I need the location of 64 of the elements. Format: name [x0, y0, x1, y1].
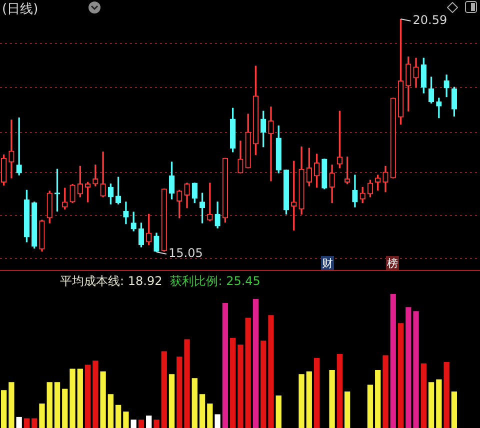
bar — [252, 299, 259, 428]
bar — [382, 355, 388, 428]
bar — [154, 420, 160, 428]
bar — [451, 391, 458, 428]
text: 榜 — [386, 256, 399, 271]
bar — [398, 323, 404, 428]
bar — [0, 390, 7, 428]
bar — [298, 374, 304, 428]
bar — [46, 382, 52, 428]
bar — [77, 368, 83, 428]
bar — [100, 371, 106, 428]
text: 财 — [321, 256, 334, 271]
bar — [32, 418, 38, 428]
bar — [413, 311, 419, 428]
bar — [54, 382, 60, 428]
text: 获利比例: 25.45 — [170, 273, 260, 290]
bar — [207, 404, 213, 428]
bar — [130, 420, 136, 428]
bar — [390, 294, 396, 428]
bar — [8, 382, 14, 428]
bar — [276, 396, 282, 428]
chart-title: (日线) — [2, 1, 38, 18]
bar — [314, 358, 320, 428]
bar — [306, 371, 312, 428]
candlestick — [268, 106, 274, 182]
bar — [344, 391, 350, 428]
bar — [375, 370, 381, 428]
bar — [84, 364, 91, 428]
bar — [336, 354, 343, 428]
bar — [39, 404, 45, 428]
bar — [238, 344, 244, 428]
bar — [123, 412, 129, 428]
bar — [420, 363, 426, 428]
bar — [16, 416, 22, 428]
candlestick — [8, 120, 14, 178]
bar — [428, 382, 434, 428]
bar — [199, 394, 206, 428]
bar — [70, 368, 76, 428]
bar — [92, 360, 98, 428]
bar — [367, 384, 374, 428]
bar — [168, 374, 175, 428]
bar — [214, 414, 220, 428]
annotation: 20.59 — [412, 13, 448, 28]
bar — [222, 303, 228, 428]
bar — [260, 340, 266, 428]
bar — [406, 307, 412, 428]
bar — [230, 338, 236, 428]
bar — [436, 379, 442, 428]
bar — [24, 418, 30, 428]
bar — [245, 318, 251, 428]
bar — [161, 351, 167, 428]
bar — [192, 378, 198, 428]
annotation: 15.05 — [168, 246, 203, 260]
bar — [115, 404, 122, 428]
bar — [268, 315, 274, 428]
bar — [444, 362, 450, 428]
bar — [176, 356, 182, 428]
bar — [146, 416, 152, 428]
bar — [329, 370, 335, 428]
bar — [62, 388, 68, 428]
bar — [108, 394, 114, 428]
bar — [138, 420, 144, 428]
text: 平均成本线: 18.92 — [60, 273, 162, 290]
bar — [184, 339, 190, 428]
